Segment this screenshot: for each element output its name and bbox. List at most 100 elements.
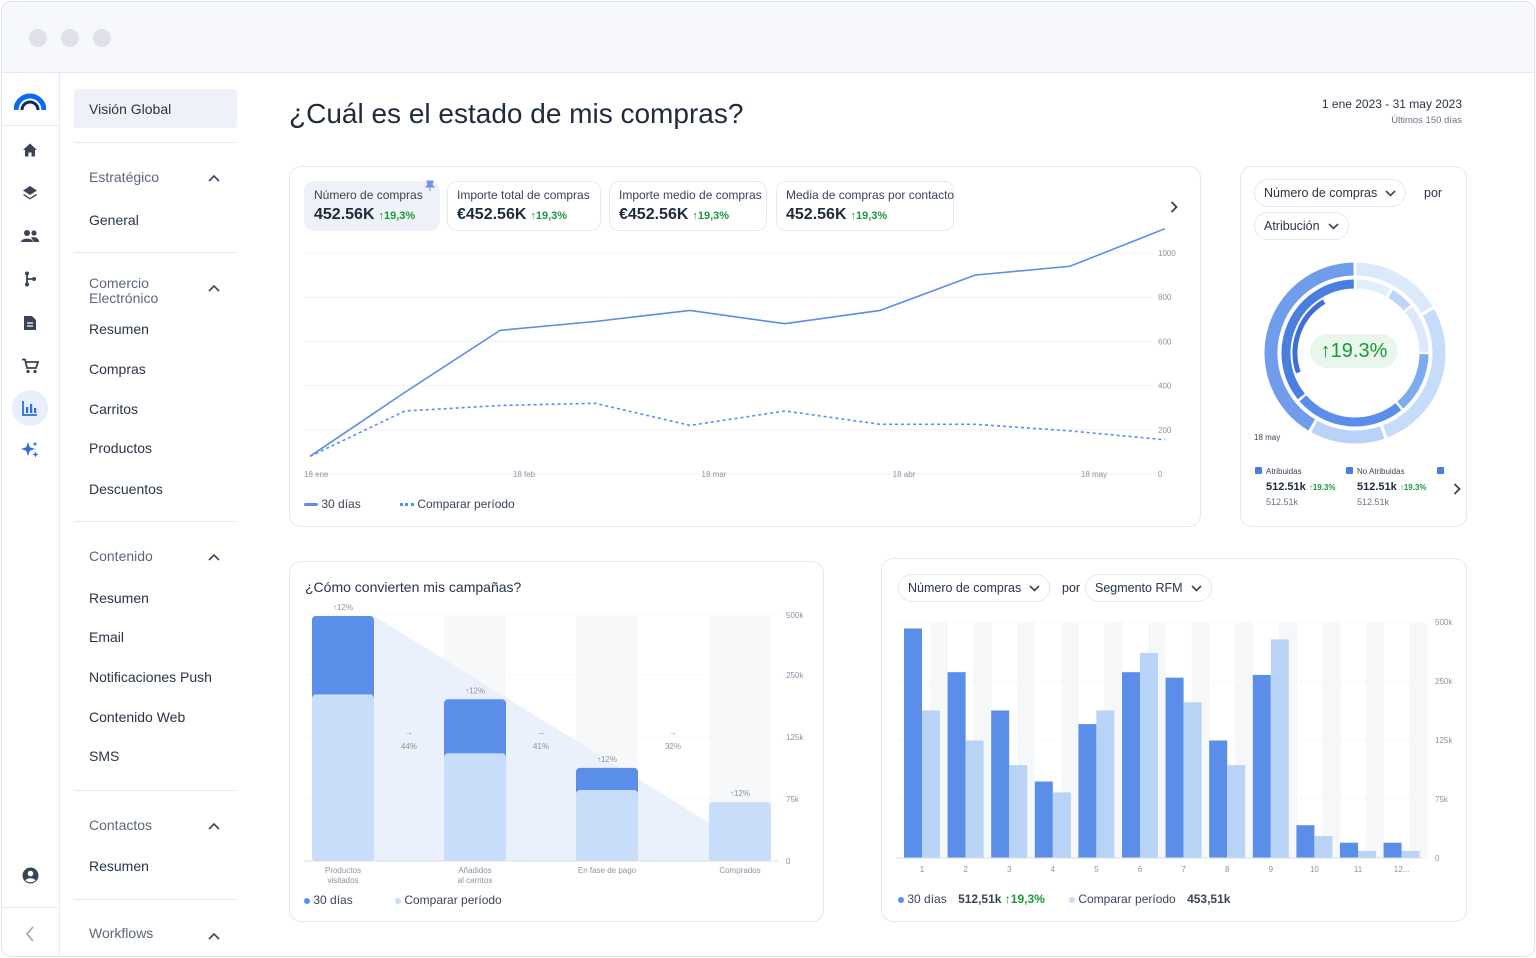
rfm-bar-compare bbox=[1358, 850, 1376, 858]
chevron-up-icon[interactable] bbox=[208, 284, 220, 292]
legend-atribuidas: Atribuidas 512.51k ↑19.3% 512.51k bbox=[1255, 467, 1351, 507]
dimension-select[interactable]: Atribución bbox=[1254, 212, 1349, 240]
x-tick-label: 18 abr bbox=[893, 470, 916, 479]
kpi-label: Media de compras por contacto bbox=[786, 188, 955, 202]
nav-section-contenido[interactable]: Contenido bbox=[89, 548, 153, 564]
por-label: por bbox=[1062, 581, 1081, 595]
rfm-bar-current bbox=[1122, 672, 1140, 858]
chevron-up-icon[interactable] bbox=[208, 553, 220, 561]
nav-item-productos[interactable]: Productos bbox=[89, 440, 153, 456]
rfm-bar-compare bbox=[1401, 850, 1420, 858]
step-arrow-icon: → bbox=[537, 728, 545, 737]
layers-icon[interactable] bbox=[12, 175, 48, 211]
kpi-value: €452.56K bbox=[619, 206, 689, 223]
document-icon[interactable] bbox=[12, 305, 48, 341]
nav-item-compras[interactable]: Compras bbox=[89, 361, 146, 377]
x-tick-label: En fase de pago bbox=[578, 866, 637, 875]
metric-select[interactable]: Número de compras bbox=[1254, 179, 1407, 207]
x-tick-label: 5 bbox=[1094, 865, 1099, 874]
nav-item-general[interactable]: General bbox=[89, 212, 139, 228]
metric-select[interactable]: Número de compras bbox=[898, 574, 1051, 602]
date-range[interactable]: 1 ene 2023 - 31 may 2023 bbox=[1321, 97, 1462, 111]
kpi-importe-medio[interactable]: Importe medio de compras €452.56K ↑19,3% bbox=[609, 181, 767, 231]
nav-item-vision-global[interactable] bbox=[74, 89, 237, 128]
window-maximize-dot[interactable] bbox=[93, 29, 111, 47]
collapse-sidebar-icon[interactable] bbox=[12, 916, 48, 952]
logo-icon[interactable] bbox=[12, 85, 48, 121]
donut-date-label: 18 may bbox=[1254, 433, 1281, 442]
nav-item-descuentos[interactable]: Descuentos bbox=[89, 481, 163, 497]
kpi-delta: 19,3% bbox=[697, 210, 730, 222]
nav-item-web[interactable]: Contenido Web bbox=[89, 709, 186, 725]
cart-icon[interactable] bbox=[12, 348, 48, 384]
compare-series-line bbox=[309, 402, 1166, 458]
campaign-funnel-card: ¿Cómo convierten mis campañas? 0 75k 125k 2… bbox=[289, 561, 824, 922]
pin-icon[interactable] bbox=[425, 180, 435, 192]
nav-item-carritos[interactable]: Carritos bbox=[89, 401, 139, 417]
legend-compare: Comparar período 453,51k bbox=[1069, 892, 1230, 906]
nav-item-label[interactable]: Visión Global bbox=[89, 101, 172, 117]
chevron-down-icon bbox=[1190, 584, 1202, 592]
y-tick-label: 0 bbox=[1435, 854, 1440, 863]
chevron-down-icon bbox=[1029, 584, 1040, 592]
chevron-up-icon[interactable] bbox=[208, 932, 220, 940]
kpi-numero-compras[interactable]: Número de compras 452.56K ↑19,3% bbox=[304, 180, 440, 231]
donut-slice-no-atribuidas bbox=[1397, 353, 1429, 409]
sparkles-icon[interactable] bbox=[12, 432, 48, 468]
chevron-up-icon[interactable] bbox=[208, 822, 220, 830]
account-icon[interactable] bbox=[12, 857, 48, 893]
legend-more-swatch bbox=[1437, 467, 1444, 474]
nav-section-workflows[interactable]: Workflows bbox=[89, 925, 154, 941]
chevron-right-icon[interactable] bbox=[1453, 483, 1461, 495]
kpi-media-contacto[interactable]: Media de compras por contacto 452.56K ↑19… bbox=[776, 181, 954, 231]
step-arrow-icon: → bbox=[669, 728, 677, 737]
x-tick-label: Comprados bbox=[719, 866, 760, 875]
rfm-bar-current bbox=[1209, 740, 1228, 858]
rfm-bar-current bbox=[1340, 842, 1358, 858]
analytics-icon[interactable] bbox=[12, 390, 48, 426]
nav-section-estrategico[interactable]: Estratégico bbox=[89, 169, 160, 185]
rfm-bar-compare bbox=[1270, 639, 1289, 858]
window-minimize-dot[interactable] bbox=[61, 29, 79, 47]
attribution-card: Número de compras por Atribución 18 may … bbox=[1240, 166, 1467, 527]
nav-section-comercio[interactable]: Comercio Electrónico bbox=[89, 275, 159, 306]
funnel-bar-delta: ↑12% bbox=[465, 686, 485, 695]
por-label: por bbox=[1424, 186, 1443, 200]
funnel-title: ¿Cómo convierten mis campañas? bbox=[305, 579, 522, 595]
y-tick-label: 200 bbox=[1158, 426, 1172, 435]
nav-item-sms[interactable]: SMS bbox=[89, 748, 120, 764]
rfm-bar-compare bbox=[1314, 836, 1333, 858]
legend-current: 30 días bbox=[304, 497, 361, 511]
users-icon[interactable] bbox=[12, 218, 48, 254]
nav-item-contactos-resumen[interactable]: Resumen bbox=[89, 858, 149, 874]
rfm-bar-current bbox=[947, 672, 966, 858]
rfm-bar-current bbox=[904, 628, 922, 858]
chevron-right-icon[interactable] bbox=[1170, 201, 1178, 213]
segment-select[interactable]: Segmento RFM bbox=[1085, 574, 1212, 602]
home-icon[interactable] bbox=[12, 132, 48, 168]
y-tick-label: 0 bbox=[1158, 470, 1163, 479]
kpi-value: €452.56K bbox=[457, 206, 527, 223]
nav-item-resumen[interactable]: Resumen bbox=[89, 321, 149, 337]
nav-item-push[interactable]: Notificaciones Push bbox=[89, 669, 212, 685]
nav-item-resumen[interactable]: Resumen bbox=[89, 590, 149, 606]
x-tick-label: 2 bbox=[963, 865, 968, 874]
x-tick-label: 8 bbox=[1225, 865, 1230, 874]
nav-section-contactos[interactable]: Contactos bbox=[89, 817, 153, 833]
workflow-icon[interactable] bbox=[12, 261, 48, 297]
kpi-delta: 19,3% bbox=[856, 210, 888, 222]
nav-item-email[interactable]: Email bbox=[89, 629, 125, 645]
kpi-importe-total[interactable]: Importe total de compras €452.56K ↑19,3% bbox=[447, 181, 601, 231]
rfm-bar-compare bbox=[1140, 653, 1158, 858]
donut-slice-no-atribuidas bbox=[1264, 262, 1354, 431]
y-tick-label: 800 bbox=[1158, 293, 1172, 302]
kpi-label: Importe total de compras bbox=[457, 188, 590, 202]
window-close-dot[interactable] bbox=[29, 29, 47, 47]
donut-slice-no-atribuidas bbox=[1382, 309, 1446, 438]
rfm-bar-current bbox=[1296, 825, 1315, 858]
x-tick-label: 11 bbox=[1354, 865, 1363, 874]
kpi-label: Importe medio de compras bbox=[619, 188, 762, 202]
kpi-label: Número de compras bbox=[314, 188, 423, 202]
chevron-up-icon[interactable] bbox=[208, 174, 220, 182]
rfm-bar-current bbox=[1252, 674, 1271, 858]
